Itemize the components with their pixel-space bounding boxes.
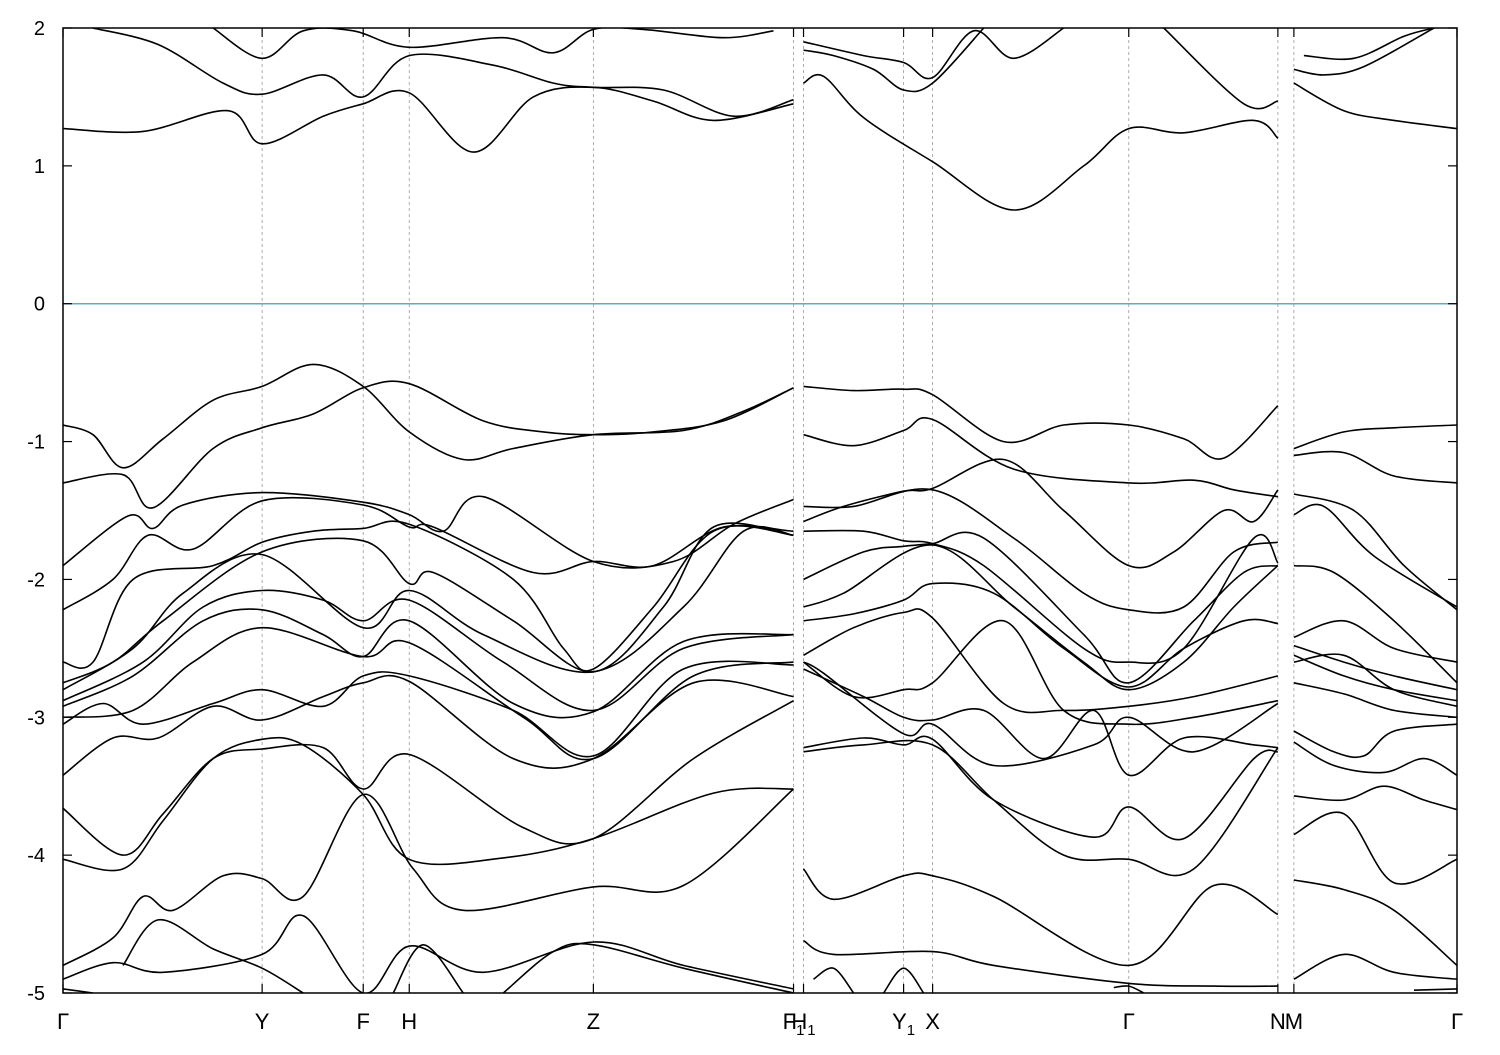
band-20-segment-3 xyxy=(392,944,464,993)
band-14-segment-2 xyxy=(803,668,1278,777)
kpoint-label: Γ xyxy=(57,1009,69,1034)
plot-frame xyxy=(62,27,1458,994)
bands-layer xyxy=(63,28,1457,993)
band-10-segment-3 xyxy=(1293,644,1457,691)
band-7-segment-1 xyxy=(63,496,794,611)
band-9-segment-2 xyxy=(803,531,1279,684)
band-3-segment-3 xyxy=(1163,28,1279,110)
band-5-segment-2 xyxy=(803,417,1279,498)
kpoint-label: Z xyxy=(587,1009,600,1034)
band-16-segment-3 xyxy=(1293,785,1457,811)
band-20-segment-8 xyxy=(1413,988,1457,991)
band-16-segment-1 xyxy=(63,700,794,856)
band-2-segment-2 xyxy=(803,28,985,93)
y-tick-label: 2 xyxy=(34,18,45,40)
band-3-segment-4 xyxy=(1303,28,1435,61)
band-1-segment-3 xyxy=(1293,82,1457,130)
frame-layer xyxy=(62,27,1458,994)
band-2-segment-1 xyxy=(92,28,794,118)
y-tick-label: -5 xyxy=(27,983,45,1005)
kpoint-label: N xyxy=(1270,1009,1286,1034)
kpoint-label: Y1 xyxy=(892,1009,915,1039)
y-tick-label: -2 xyxy=(27,569,45,591)
grid-layer xyxy=(261,28,1295,993)
kpoint-label: X xyxy=(925,1009,940,1034)
band-13-segment-1 xyxy=(63,626,794,761)
band-20-segment-5 xyxy=(813,967,855,993)
band-19-segment-1 xyxy=(63,914,794,993)
band-2-segment-3 xyxy=(1293,28,1435,76)
y-tick-label: -3 xyxy=(27,707,45,729)
y-tick-label: 1 xyxy=(34,156,45,178)
kpoint-label: Y xyxy=(255,1009,270,1034)
band-9-segment-3 xyxy=(1293,564,1457,684)
y-tick-label: -4 xyxy=(27,845,45,867)
kpoint-label: Γ xyxy=(1123,1009,1135,1034)
band-7-segment-3 xyxy=(1293,493,1457,611)
kpoint-label: F xyxy=(356,1009,369,1034)
band-3-segment-1 xyxy=(212,28,774,60)
band-12-segment-1 xyxy=(63,608,794,719)
band-4-segment-3 xyxy=(1293,424,1457,450)
band-6-segment-3 xyxy=(1293,503,1457,608)
y-tick-label: -1 xyxy=(27,432,45,454)
band-18-segment-2 xyxy=(802,868,1279,967)
band-14-segment-3 xyxy=(1293,723,1457,759)
band-1-segment-2 xyxy=(803,73,1279,211)
kpoint-label: M xyxy=(1285,1009,1303,1034)
band-18-segment-1 xyxy=(63,788,795,967)
kpoint-label: Γ xyxy=(1451,1009,1463,1034)
band-13-segment-2 xyxy=(803,619,1279,726)
band-12-segment-2 xyxy=(803,608,1279,714)
band-6-segment-1 xyxy=(63,491,794,569)
band-10-segment-2 xyxy=(803,544,1279,691)
band-17-segment-2 xyxy=(803,739,1279,877)
band-12-segment-3 xyxy=(1293,653,1457,708)
band-9-segment-1 xyxy=(63,522,794,684)
y-tick-label: 0 xyxy=(34,294,45,316)
band-19-segment-2 xyxy=(803,939,1278,988)
band-18-segment-3 xyxy=(1293,879,1457,967)
band-20-segment-6 xyxy=(882,967,925,993)
band-14-segment-1 xyxy=(63,660,794,758)
y-ticks: 2 1 0 -1 -2 -3 -4 -5 xyxy=(27,18,1457,1005)
band-11-segment-2 xyxy=(803,582,1279,688)
band-17-segment-1 xyxy=(63,736,794,872)
band-19-segment-3 xyxy=(1293,953,1457,980)
band-1-segment-1 xyxy=(63,86,794,153)
band-11-segment-1 xyxy=(63,589,794,712)
band-20-segment-4 xyxy=(502,942,794,993)
band-3-segment-2 xyxy=(803,28,1065,80)
band-10-segment-1 xyxy=(63,525,794,691)
band-5-segment-3 xyxy=(1293,450,1457,484)
band-7-segment-2 xyxy=(803,488,1279,614)
band-13-segment-3 xyxy=(1293,682,1457,719)
band-5-segment-1 xyxy=(63,380,794,509)
band-16-segment-2 xyxy=(803,735,1279,841)
band-15-segment-1 xyxy=(63,674,794,776)
band-8-segment-2 xyxy=(803,529,1279,664)
band-4-segment-2 xyxy=(803,385,1279,460)
band-17-segment-3 xyxy=(1293,811,1457,885)
band-15-segment-3 xyxy=(1293,741,1457,776)
band-20-segment-2 xyxy=(122,919,304,993)
kpoint-label: H xyxy=(401,1009,417,1034)
band-15-segment-2 xyxy=(803,661,1279,767)
kpoint-label: H1 xyxy=(791,1009,815,1039)
band-11-segment-3 xyxy=(1293,654,1457,702)
kpoint-label: F1 xyxy=(783,1009,805,1039)
band-8-segment-1 xyxy=(63,520,794,672)
band-4-segment-1 xyxy=(63,363,794,469)
